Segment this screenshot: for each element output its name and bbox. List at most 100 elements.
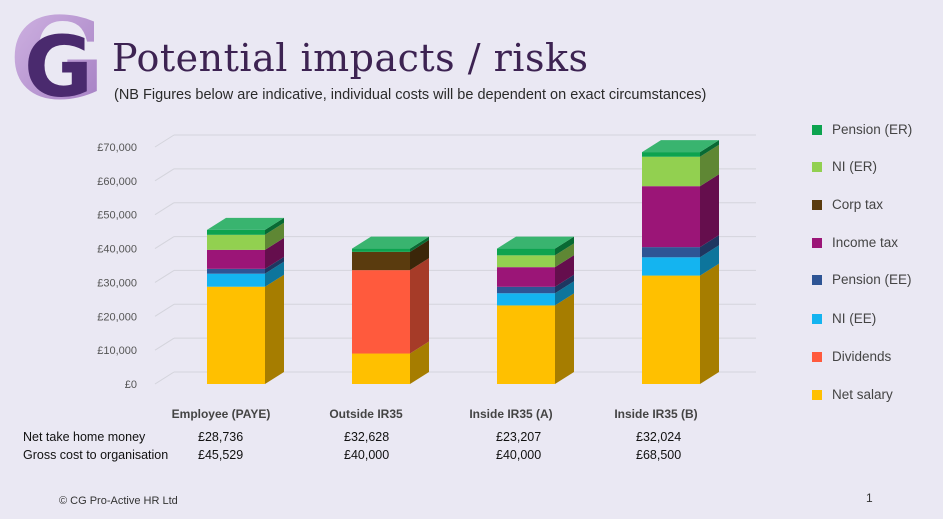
bar-segment-inside-ir35-a-pension-er (497, 248, 555, 256)
bar-segment-outside-ir35-dividends (352, 270, 410, 354)
legend-item: Dividends (812, 349, 891, 364)
y-tick-label: £60,000 (97, 176, 137, 188)
bar-segment-inside-ir35-a-ni-er (497, 255, 555, 268)
legend-label: NI (ER) (832, 159, 877, 174)
bar-segment-inside-ir35-a-ni-ee-side (555, 281, 574, 306)
legend-swatch (812, 124, 822, 135)
bar-segment-outside-ir35-corp-tax (352, 251, 410, 271)
y-tick-label: £0 (125, 379, 137, 391)
y-tick-label: £20,000 (97, 311, 137, 323)
bar-segment-outside-ir35-net-salary (352, 353, 410, 384)
x-category-label: Employee (PAYE) (172, 407, 271, 421)
bar-segment-outside-ir35-pension-er-top (352, 236, 429, 249)
legend-swatch (812, 237, 822, 248)
legend-swatch (812, 389, 822, 400)
gridline-diag (154, 270, 175, 283)
legend-swatch (812, 274, 822, 285)
gross-value-inside-ir35-b: £68,500 (636, 448, 682, 462)
gridline-diag (154, 168, 175, 182)
gross-cost-label: Gross cost to organisation (23, 448, 169, 462)
bar-segment-inside-ir35-b-ni-er (642, 156, 700, 187)
gross-value-outside-ir35: £40,000 (344, 448, 390, 462)
y-tick-label: £10,000 (97, 345, 137, 357)
bar-segment-employee-paye-income-tax-side (265, 237, 284, 269)
y-tick-label: £70,000 (97, 142, 137, 154)
bar-segment-inside-ir35-a-pension-er-top (497, 236, 574, 249)
page-title: Potential impacts / risks (112, 36, 589, 80)
bar-segment-inside-ir35-b-net-salary (642, 275, 700, 384)
bar-segment-employee-paye-pension-er (207, 229, 265, 235)
x-category-label: Inside IR35 (B) (614, 407, 697, 421)
legend-label: NI (EE) (832, 311, 877, 326)
gross-value-inside-ir35-a: £40,000 (496, 448, 542, 462)
x-category-label: Outside IR35 (329, 407, 403, 421)
bar-segment-outside-ir35-net-salary-side (410, 341, 429, 384)
copyright-footer: © CG Pro-Active HR Ltd (59, 495, 178, 507)
bar-segment-inside-ir35-b-pension-ee (642, 247, 700, 258)
bar-segment-inside-ir35-b-ni-ee-side (700, 245, 719, 276)
logo-g-letter: G (24, 18, 93, 110)
gridline-diag (154, 202, 175, 216)
legend-label: Pension (ER) (832, 122, 913, 137)
bar-segment-inside-ir35-b-income-tax-side (700, 174, 719, 248)
bar-segment-outside-ir35-pension-er (352, 248, 410, 252)
bar-segment-employee-paye-net-salary-side (265, 274, 284, 384)
legend-swatch (812, 161, 822, 172)
bar-segment-inside-ir35-b-pension-ee-side (700, 235, 719, 258)
gridline-diag (154, 134, 175, 148)
legend-item: Corp tax (812, 197, 883, 212)
logo-c-letter: G (10, 6, 104, 110)
bar-segment-inside-ir35-b-income-tax (642, 186, 700, 248)
bar-segment-inside-ir35-b-ni-er-side (700, 144, 719, 187)
gridline-diag (154, 371, 175, 385)
legend-item: NI (ER) (812, 159, 877, 174)
net-value-inside-ir35-a: £23,207 (496, 430, 542, 444)
y-tick-label: £50,000 (97, 210, 137, 222)
y-tick-label: £40,000 (97, 244, 137, 256)
legend-label: Income tax (832, 235, 899, 250)
bar-segment-outside-ir35-dividends-side (410, 258, 429, 354)
bar-segment-inside-ir35-b-pension-er (642, 152, 700, 157)
cg-logo: G G (10, 6, 104, 110)
bar-segment-employee-paye-ni-er (207, 234, 265, 250)
bar-segment-inside-ir35-a-income-tax-side (555, 255, 574, 287)
legend-swatch (812, 199, 822, 210)
legend-item: Pension (ER) (812, 122, 912, 137)
bar-segment-employee-paye-pension-ee-side (265, 256, 284, 274)
y-axis-ticks: £0 £10,000 £20,000 £30,000 £40,000 £50,000 £60… (97, 142, 137, 391)
bar-segment-employee-paye-pension-er-side (265, 217, 284, 235)
bar-segment-inside-ir35-a-net-salary-side (555, 293, 574, 384)
bar-segment-inside-ir35-b-pension-er-top (642, 140, 719, 153)
bar-inside-ir35-a (497, 236, 574, 384)
bar-segment-outside-ir35-pension-er-side (410, 236, 429, 252)
bar-segment-inside-ir35-a-ni-er-side (555, 243, 574, 268)
bar-segment-employee-paye-pension-ee (207, 268, 265, 274)
bar-segment-employee-paye-income-tax (207, 249, 265, 269)
bar-employee-paye (207, 217, 284, 384)
bar-segment-inside-ir35-b-net-salary-side (700, 263, 719, 384)
legend-label: Dividends (832, 349, 892, 364)
x-axis-categories: Employee (PAYE) Outside IR35 Inside IR35 (… (172, 407, 698, 421)
legend-item: NI (EE) (812, 311, 876, 326)
legend-label: Corp tax (832, 197, 884, 212)
gridline-diag (154, 337, 175, 351)
stacked-bar-chart: £0 £10,000 £20,000 £30,000 £40,000 £50,000 £60… (97, 134, 756, 421)
net-value-inside-ir35-b: £32,024 (636, 430, 682, 444)
bar-segment-inside-ir35-a-pension-er-side (555, 236, 574, 256)
bar-segment-employee-paye-ni-ee (207, 273, 265, 287)
bar-segment-inside-ir35-a-income-tax (497, 267, 555, 287)
legend-swatch (812, 351, 822, 362)
bar-segment-inside-ir35-a-net-salary (497, 305, 555, 384)
legend-label: Pension (EE) (832, 272, 912, 287)
bar-segment-inside-ir35-b-pension-er-side (700, 140, 719, 157)
legend-item: Net salary (812, 387, 893, 402)
bar-segment-inside-ir35-a-pension-ee (497, 286, 555, 294)
page-number: 1 (866, 491, 873, 505)
bar-segment-inside-ir35-a-ni-ee (497, 293, 555, 306)
legend-label: Net salary (832, 387, 893, 402)
gridline-diag (154, 236, 175, 249)
bar-segment-inside-ir35-b-ni-ee (642, 257, 700, 276)
bar-segment-inside-ir35-a-pension-ee-side (555, 274, 574, 294)
chart-bars (207, 140, 719, 384)
bar-inside-ir35-b (642, 140, 719, 384)
